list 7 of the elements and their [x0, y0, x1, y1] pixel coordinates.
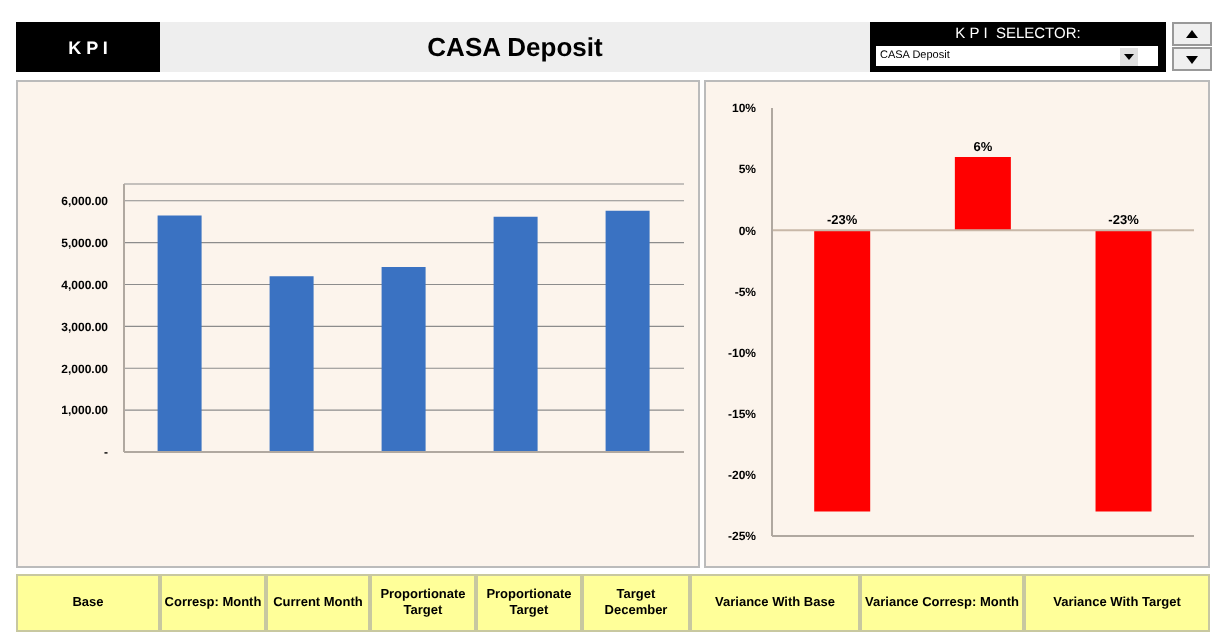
- bar: [605, 210, 650, 452]
- bar: [381, 266, 426, 452]
- bar: [493, 216, 538, 452]
- bar: [269, 276, 314, 452]
- text: K P I: [16, 22, 160, 72]
- bar: [157, 215, 202, 452]
- chart-title: CASA Deposit: [160, 22, 870, 72]
